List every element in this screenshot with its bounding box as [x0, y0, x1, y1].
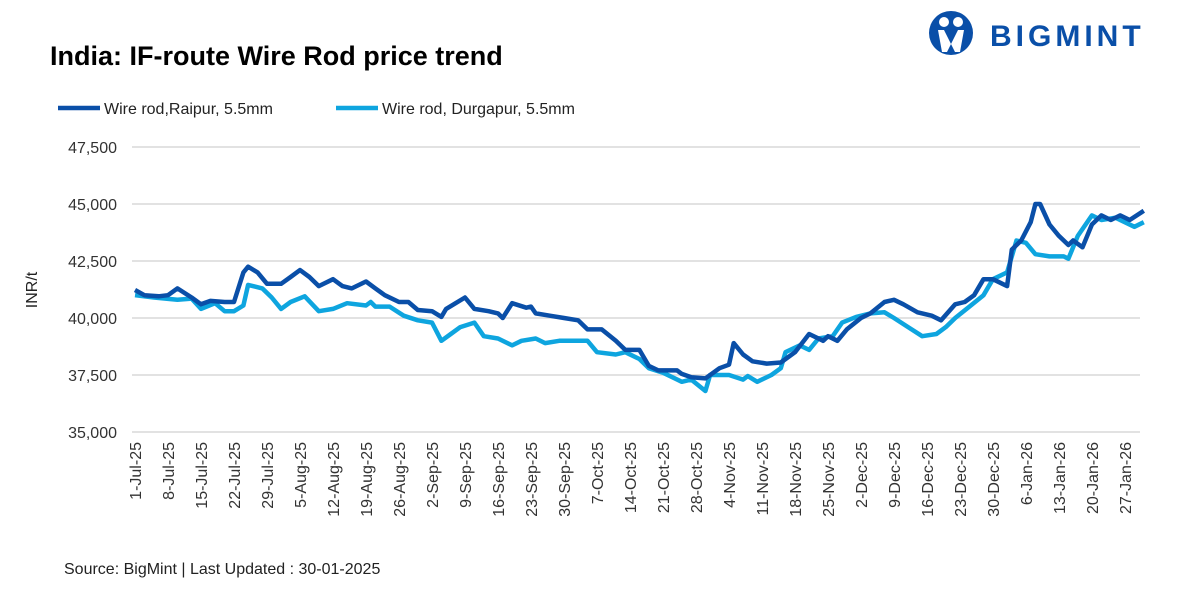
x-tick-label: 25-Nov-25: [821, 442, 838, 517]
x-tick-label: 18-Nov-25: [788, 442, 805, 517]
x-tick-label: 23-Dec-25: [953, 442, 970, 517]
x-tick-label: 8-Jul-25: [161, 442, 178, 500]
y-tick-label: 42,500: [68, 254, 117, 271]
x-tick-label: 23-Sep-25: [524, 442, 541, 517]
x-tick-label: 16-Sep-25: [491, 442, 508, 517]
x-tick-label: 1-Jul-25: [128, 442, 145, 500]
bigmint-logo: BIGMINT: [929, 11, 1145, 55]
legend: Wire rod,Raipur, 5.5mm Wire rod, Durgapur…: [58, 101, 575, 118]
x-tick-label: 26-Aug-25: [392, 442, 409, 517]
x-tick-label: 4-Nov-25: [722, 442, 739, 508]
x-tick-label: 16-Dec-25: [920, 442, 937, 517]
x-tick-label: 27-Jan-26: [1118, 442, 1135, 514]
x-tick-label: 22-Jul-25: [227, 442, 244, 509]
y-axis: 35,000 37,500 40,000 42,500 45,000 47,500: [68, 140, 117, 442]
x-tick-label: 9-Dec-25: [887, 442, 904, 508]
x-tick-label: 19-Aug-25: [359, 442, 376, 517]
legend-label: Wire rod,Raipur, 5.5mm: [104, 101, 273, 118]
source-note: Source: BigMint | Last Updated : 30-01-2…: [64, 561, 380, 578]
legend-item: Wire rod, Durgapur, 5.5mm: [336, 101, 575, 118]
series-line-durgapur: [134, 213, 1145, 394]
x-tick-label: 14-Oct-25: [623, 442, 640, 513]
x-tick-label: 30-Dec-25: [986, 442, 1003, 517]
series-lines: [133, 201, 1146, 394]
x-tick-label: 6-Jan-26: [1019, 442, 1036, 505]
x-tick-label: 7-Oct-25: [590, 442, 607, 504]
x-tick-label: 29-Jul-25: [260, 442, 277, 509]
x-axis: 1-Jul-25 8-Jul-25 15-Jul-25 22-Jul-25 29-Jul…: [128, 442, 1135, 517]
x-tick-label: 15-Jul-25: [194, 442, 211, 509]
gridlines: [132, 146, 1140, 433]
y-tick-label: 45,000: [68, 197, 117, 214]
legend-label: Wire rod, Durgapur, 5.5mm: [382, 101, 575, 118]
y-tick-label: 47,500: [68, 140, 117, 157]
y-tick-label: 37,500: [68, 368, 117, 385]
legend-item: Wire rod,Raipur, 5.5mm: [58, 101, 273, 118]
x-tick-label: 11-Nov-25: [755, 442, 772, 516]
x-tick-label: 2-Dec-25: [854, 442, 871, 508]
y-tick-label: 40,000: [68, 311, 117, 328]
x-tick-label: 5-Aug-25: [293, 442, 310, 508]
x-tick-label: 2-Sep-25: [425, 442, 442, 508]
x-tick-label: 12-Aug-25: [326, 442, 343, 517]
chart-title: India: IF-route Wire Rod price trend: [50, 41, 503, 71]
x-tick-label: 9-Sep-25: [458, 442, 475, 508]
y-axis-label: INR/t: [24, 271, 41, 308]
y-tick-label: 35,000: [68, 425, 117, 442]
x-tick-label: 30-Sep-25: [557, 442, 574, 517]
x-tick-label: 13-Jan-26: [1052, 442, 1069, 514]
x-tick-label: 20-Jan-26: [1085, 442, 1102, 514]
series-line-raipur: [133, 201, 1146, 381]
logo-mark-icon: [929, 11, 973, 55]
logo-text: BIGMINT: [990, 20, 1145, 53]
x-tick-label: 28-Oct-25: [689, 442, 706, 513]
x-tick-label: 21-Oct-25: [656, 442, 673, 513]
